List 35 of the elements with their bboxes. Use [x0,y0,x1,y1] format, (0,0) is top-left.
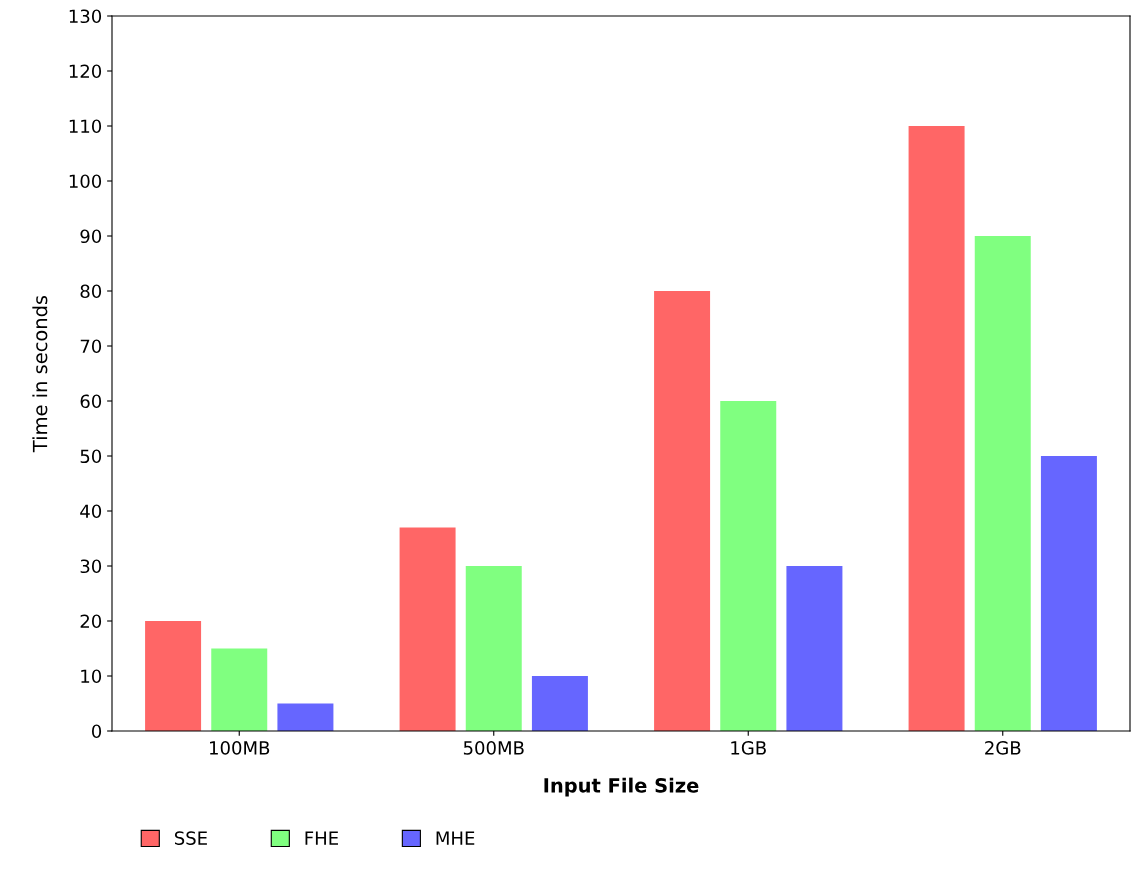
y-tick-label: 40 [80,504,102,519]
legend-label: FHE [305,831,338,845]
y-tick-label: 120 [69,64,102,79]
y-tick-label: 60 [80,394,102,409]
y-tick-label: 130 [69,9,102,24]
bar [654,291,711,731]
y-tick-label: 30 [80,559,102,574]
y-tick-label: 80 [80,284,102,299]
bar [399,527,456,731]
legend-label: MHE [436,831,475,845]
y-tick-label: 110 [69,119,102,134]
x-tick-label: 500MB [463,741,524,755]
bar [277,703,334,731]
y-tick-label: 0 [91,724,102,739]
bar [908,126,965,731]
x-tick-label: 2GB [985,741,1021,755]
x-tick-label: 100MB [210,741,270,755]
y-tick-label: 50 [80,449,102,464]
y-tick-label: 10 [81,669,102,684]
y-tick-label: 90 [80,229,102,244]
bar [1040,456,1097,731]
bar [465,566,522,731]
bar [974,236,1031,731]
bar [531,676,588,731]
y-tick-label: 20 [80,614,102,629]
bar [145,621,202,731]
x-axis-title: Input File Size [544,777,699,797]
legend-label: SSE [174,831,207,845]
x-tick-label: 1GB [731,741,766,755]
bar [786,566,843,731]
bar [211,648,268,731]
y-tick-label: 70 [80,339,102,354]
bar [720,401,777,731]
y-tick-label: 100 [69,174,102,189]
y-axis-title: Time in seconds [32,295,48,453]
